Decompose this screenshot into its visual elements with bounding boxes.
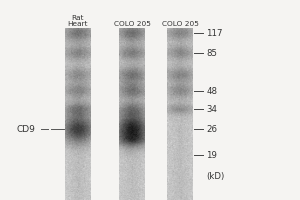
Text: 34: 34 bbox=[206, 105, 217, 114]
Text: 19: 19 bbox=[206, 151, 217, 160]
Text: COLO 205: COLO 205 bbox=[162, 21, 198, 27]
Text: 48: 48 bbox=[206, 87, 217, 96]
Text: (kD): (kD) bbox=[206, 171, 224, 180]
Text: 26: 26 bbox=[206, 124, 217, 134]
Text: 85: 85 bbox=[206, 48, 217, 58]
Text: 117: 117 bbox=[206, 28, 223, 38]
Text: COLO 205: COLO 205 bbox=[114, 21, 150, 27]
Text: Rat
Heart: Rat Heart bbox=[68, 15, 88, 27]
Text: CD9: CD9 bbox=[16, 124, 35, 134]
